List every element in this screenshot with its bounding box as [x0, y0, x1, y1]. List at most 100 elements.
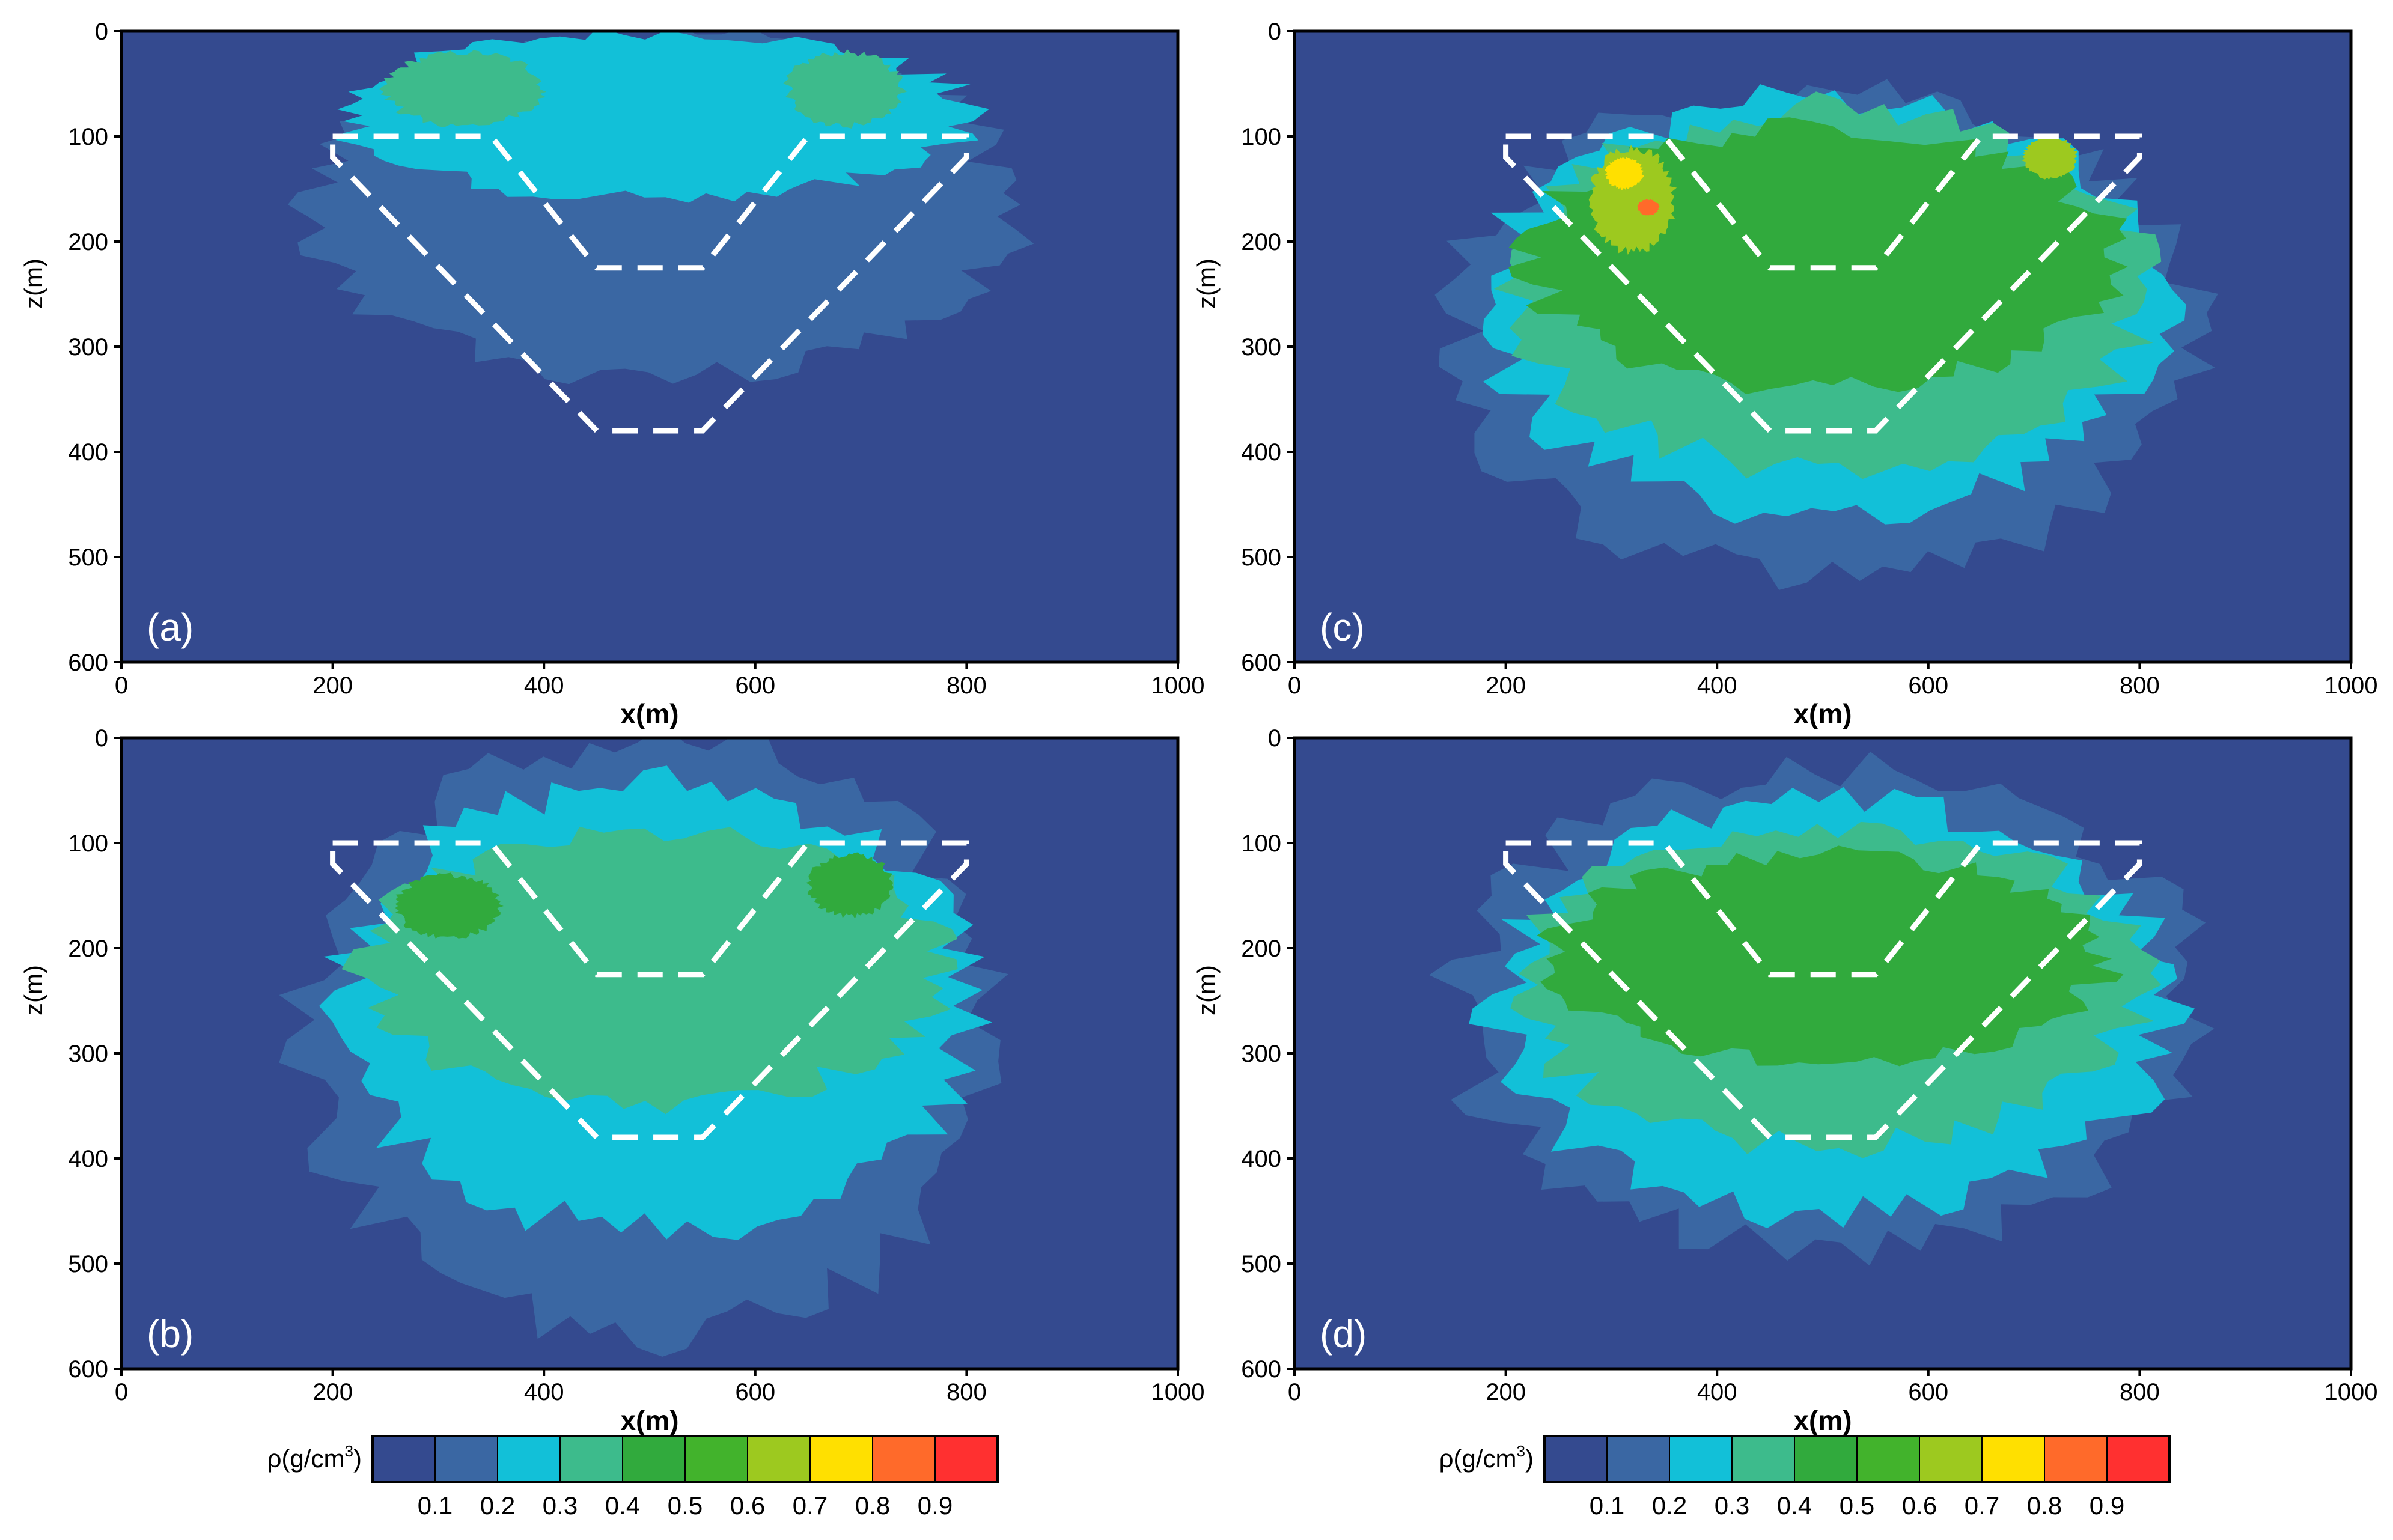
density-body-3 — [783, 49, 907, 129]
z-tick-label: 200 — [68, 936, 108, 962]
x-axis-label: x(m) — [1793, 1405, 1852, 1436]
colorbar-tick-label: 0.6 — [730, 1491, 765, 1520]
density-body-7 — [2022, 135, 2077, 180]
z-tick-label: 400 — [1241, 1146, 1281, 1172]
x-tick-label: 0 — [115, 672, 128, 699]
panel-b: 0 200 400 600 800 1000 0 100 200 300 400 500 600 x(m)… — [19, 725, 1204, 1436]
colorbar-swatch — [1794, 1435, 1858, 1482]
colorbar-tick-label: 0.5 — [1840, 1491, 1874, 1520]
x-tick-label: 1000 — [2324, 1379, 2378, 1405]
panel-label: (d) — [1320, 1312, 1367, 1356]
x-tick-label: 800 — [2120, 1379, 2160, 1405]
colorbar-tick-label: 0.7 — [1965, 1491, 1999, 1520]
z-tick-label: 500 — [68, 544, 108, 571]
colorbar-tick-label: 0.5 — [668, 1491, 703, 1520]
colorbar-tick-label: 0.4 — [1777, 1491, 1812, 1520]
model-outline — [1503, 840, 2142, 1140]
z-tick-label: 600 — [1241, 650, 1281, 676]
colorbar-tick-label: 0.6 — [1902, 1491, 1937, 1520]
model-outline — [330, 840, 969, 1140]
x-tick-label: 800 — [947, 1379, 987, 1405]
panel-d: 0 200 400 600 800 1000 0 100 200 300 400 500 600 x(m)… — [1192, 725, 2377, 1436]
density-body-5 — [1605, 157, 1644, 190]
x-tick-label: 400 — [524, 672, 564, 699]
colorbar-tick-label: 0.1 — [418, 1491, 453, 1520]
colorbar-tick-label: 0.9 — [2090, 1491, 2124, 1520]
colorbar-frame — [371, 1435, 999, 1483]
x-tick-label: 800 — [947, 672, 987, 699]
density-body-3 — [1537, 845, 2124, 1067]
z-tick-label: 200 — [1241, 936, 1281, 962]
colorbar-tick-label: 0.2 — [1652, 1491, 1687, 1520]
colorbar-swatch — [872, 1435, 936, 1482]
x-tick-label: 0 — [115, 1379, 128, 1405]
z-tick-label: 0 — [95, 19, 108, 45]
z-axis-label: z(m) — [1192, 258, 1221, 309]
z-tick-label: 400 — [1241, 439, 1281, 466]
z-tick-label: 0 — [1268, 19, 1281, 45]
z-tick-label: 600 — [68, 1356, 108, 1383]
x-tick-label: 600 — [1908, 1379, 1948, 1405]
colorbar-swatch — [2044, 1435, 2108, 1482]
colorbar-swatch — [1856, 1435, 1920, 1482]
model-outline — [1503, 133, 2142, 434]
colorbar-tick-label: 0.3 — [543, 1491, 578, 1520]
z-tick-label: 400 — [68, 1146, 108, 1172]
colorbar-tick-label: 0.8 — [855, 1491, 890, 1520]
model-outline — [330, 133, 969, 434]
density-body-3 — [394, 872, 504, 939]
colorbar-label: ρ(g/cm3) — [267, 1442, 362, 1473]
colorbar-swatch — [622, 1435, 686, 1482]
panel-label: (b) — [147, 1312, 194, 1356]
x-tick-label: 400 — [1697, 1379, 1737, 1405]
colorbar-swatch — [2106, 1435, 2170, 1482]
colorbar-tick-label: 0.9 — [918, 1491, 953, 1520]
x-tick-label: 1000 — [1151, 672, 1205, 699]
x-tick-label: 1000 — [1151, 1379, 1205, 1405]
z-tick-label: 500 — [1241, 544, 1281, 571]
z-tick-label: 600 — [68, 650, 108, 676]
z-tick-label: 400 — [68, 439, 108, 466]
z-axis-label: z(m) — [1192, 965, 1221, 1015]
z-tick-label: 500 — [68, 1251, 108, 1277]
x-tick-label: 400 — [524, 1379, 564, 1405]
z-tick-label: 600 — [1241, 1356, 1281, 1383]
x-tick-label: 1000 — [2324, 672, 2378, 699]
x-tick-label: 600 — [735, 672, 775, 699]
x-tick-label: 600 — [735, 1379, 775, 1405]
panel-c: 0 200 400 600 800 1000 0 100 200 300 400 500 600 x(m)… — [1192, 19, 2377, 729]
z-tick-label: 100 — [1241, 124, 1281, 150]
density-field — [1434, 79, 2218, 590]
x-tick-label: 200 — [1486, 1379, 1526, 1405]
x-tick-label: 200 — [312, 1379, 353, 1405]
colorbar-swatch — [1544, 1435, 1608, 1482]
colorbar-tick-label: 0.1 — [1590, 1491, 1624, 1520]
x-tick-label: 600 — [1908, 672, 1948, 699]
panel-label: (c) — [1320, 606, 1365, 649]
z-tick-label: 0 — [1268, 725, 1281, 752]
x-axis-label: x(m) — [620, 1405, 678, 1436]
density-field — [287, 31, 1034, 434]
colorbar-left: 0.1 0.2 0.3 0.4 0.5 0.6 0.7 0.8 0.9 ρ(g/cm3) — [267, 1435, 999, 1520]
density-field — [1429, 752, 2215, 1266]
z-tick-label: 100 — [68, 124, 108, 150]
panel-label: (a) — [147, 606, 194, 649]
z-tick-label: 300 — [68, 334, 108, 361]
colorbar-swatch — [497, 1435, 561, 1482]
density-body-2 — [341, 827, 958, 1115]
colorbar-swatch — [1669, 1435, 1733, 1482]
density-body-4 — [806, 852, 894, 919]
colorbar-swatch — [1731, 1435, 1795, 1482]
colorbar-swatch — [434, 1435, 498, 1482]
z-tick-label: 300 — [1241, 334, 1281, 361]
colorbar-frame — [1543, 1435, 2171, 1483]
colorbar-tick-label: 0.2 — [480, 1491, 515, 1520]
z-tick-label: 300 — [68, 1041, 108, 1067]
colorbar-swatch — [747, 1435, 811, 1482]
panel-a: 0 200 400 600 800 1000 0 100 200 300 400 500 600 x(m)… — [19, 19, 1204, 729]
colorbar-swatch — [372, 1435, 436, 1482]
z-tick-label: 300 — [1241, 1041, 1281, 1067]
density-body-6 — [1637, 199, 1660, 216]
